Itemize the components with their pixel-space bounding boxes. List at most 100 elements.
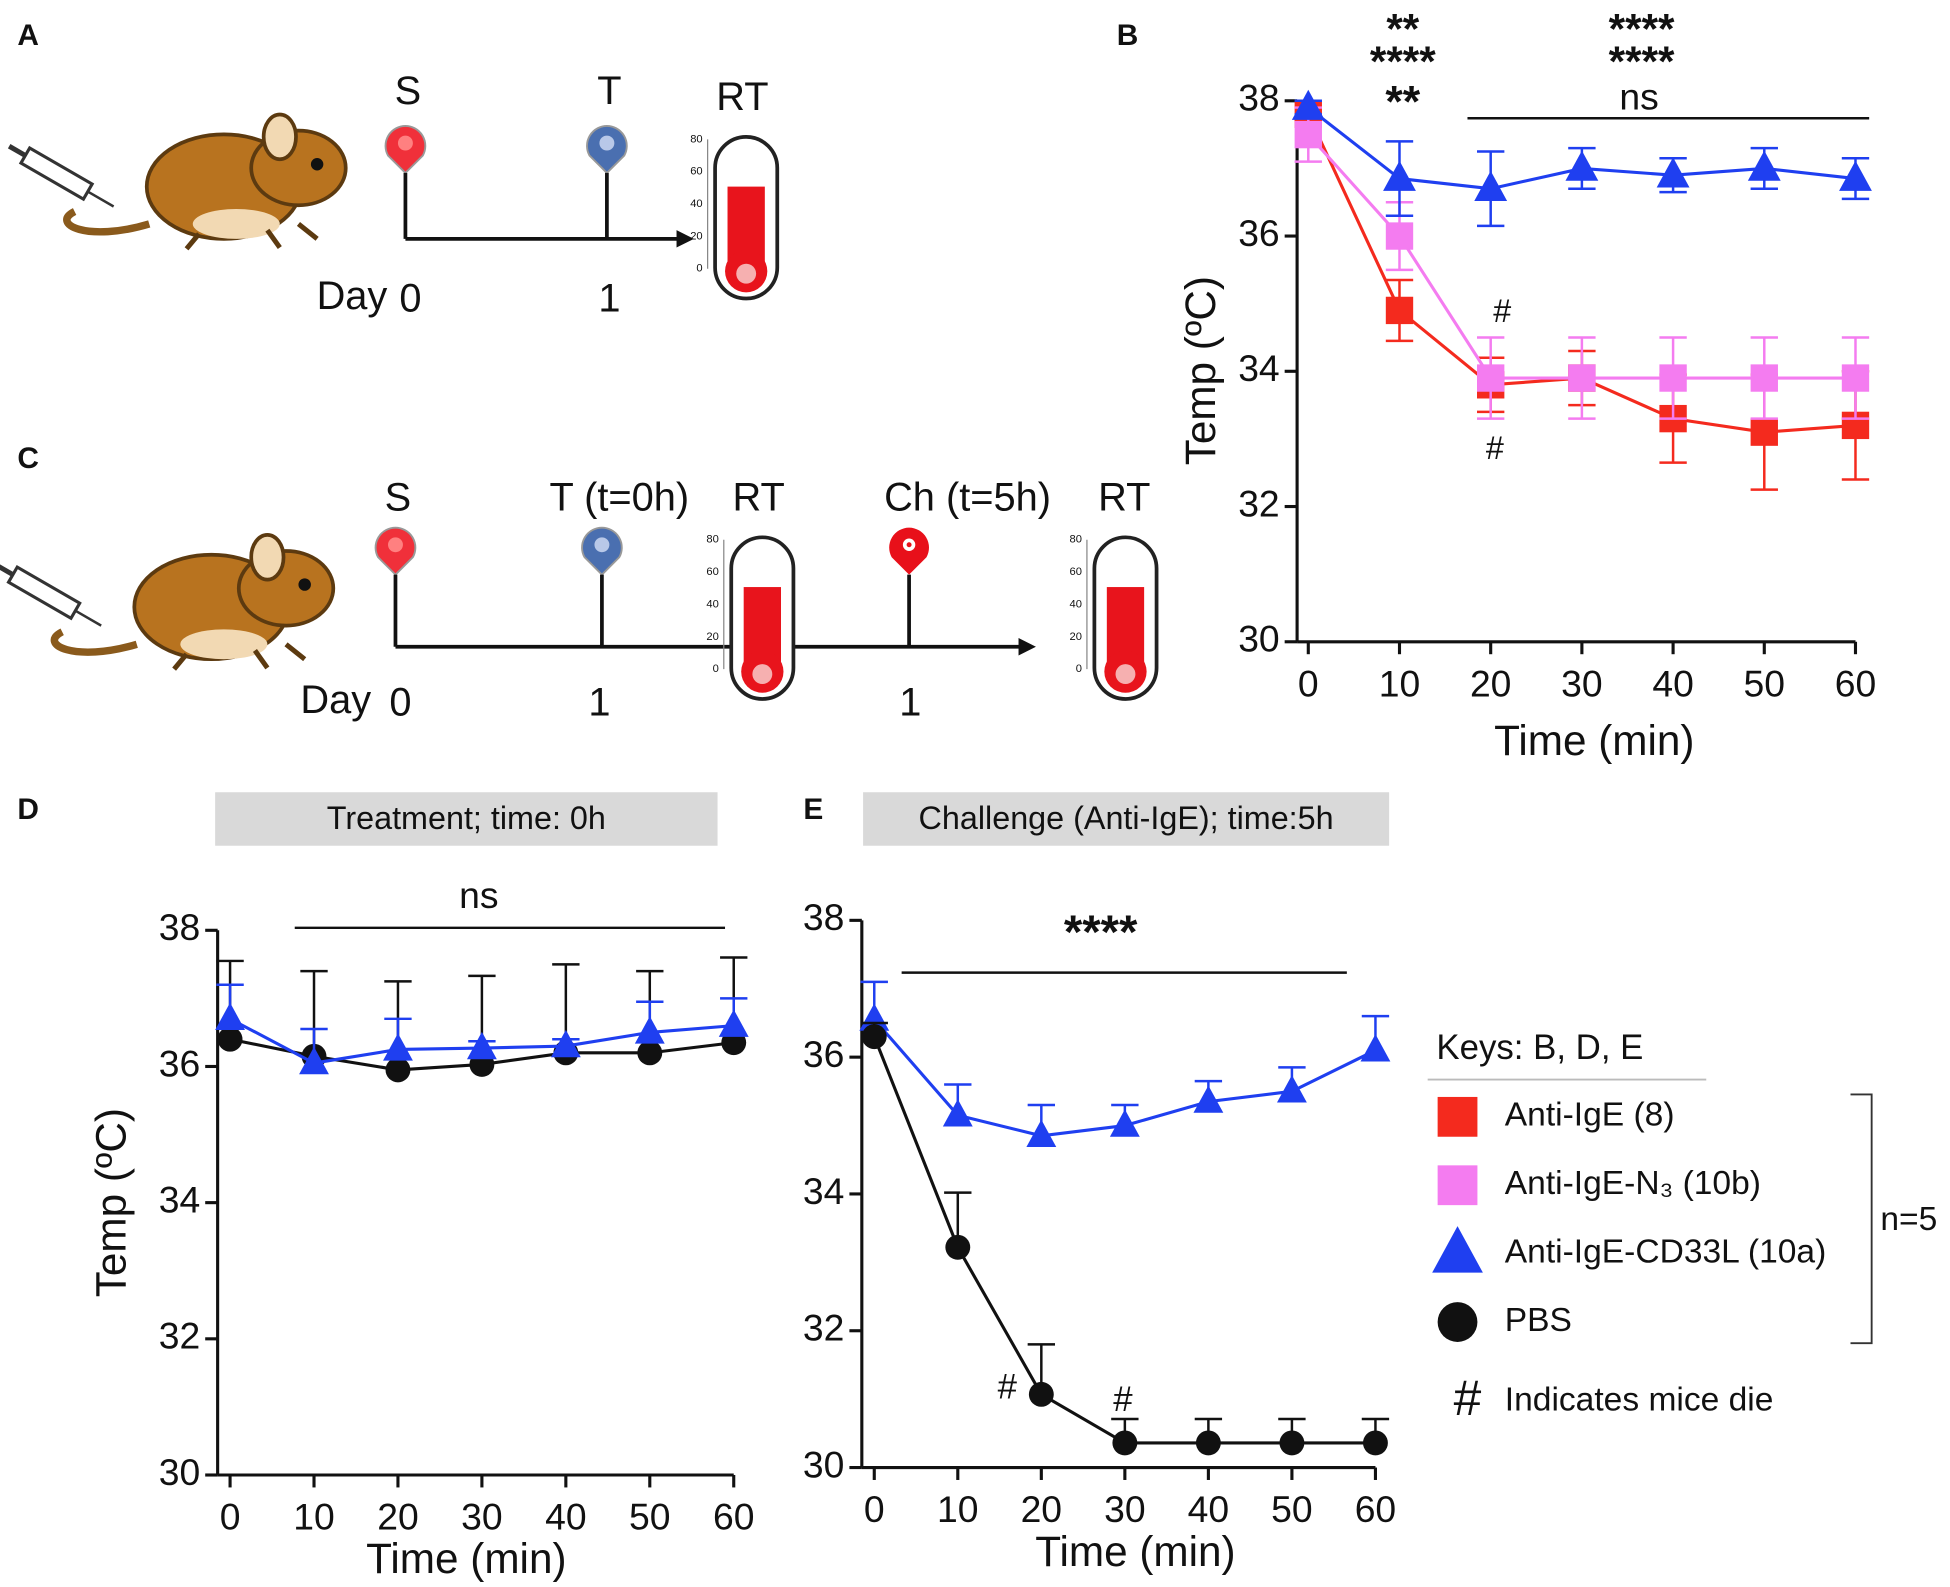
day-number: 0 [389, 681, 411, 725]
legend-bracket [1427, 1078, 1873, 1345]
marker [383, 1033, 413, 1061]
subtitle: Treatment; time: 0h [327, 800, 606, 836]
x-tick-label: 30 [1561, 662, 1603, 704]
annotation: # [1486, 430, 1504, 466]
subtitle-box [215, 792, 718, 846]
day-number: 1 [588, 681, 610, 725]
x-tick-label: 50 [1744, 662, 1786, 704]
legend-note-symbol: # [1454, 1370, 1482, 1426]
thermometer-tick: 0 [696, 263, 702, 275]
marker [1841, 364, 1870, 392]
y-tick-label: 30 [803, 1443, 844, 1485]
day-number: 0 [399, 277, 421, 321]
y-tick-label: 38 [159, 906, 201, 948]
thermometer-tick: 60 [706, 566, 718, 578]
thermometer-tick: 80 [1069, 534, 1081, 546]
marker [1279, 1430, 1305, 1456]
x-tick-label: 40 [1652, 662, 1693, 704]
timeline-label: T [597, 69, 621, 113]
marker [1363, 1430, 1388, 1456]
annotation: **** [1609, 38, 1675, 85]
marker [945, 1234, 971, 1260]
marker [1385, 296, 1414, 325]
x-tick-label: 10 [1379, 662, 1420, 704]
y-tick-label: 36 [159, 1042, 201, 1084]
x-tick-label: 20 [1470, 662, 1512, 704]
x-tick-label: 10 [937, 1488, 979, 1530]
marker [1437, 1096, 1478, 1137]
annotation: # [1113, 1380, 1133, 1419]
legend-n: n=5 [1880, 1201, 1937, 1238]
marker [1750, 418, 1778, 446]
marker [1195, 1430, 1221, 1456]
marker [1028, 1381, 1054, 1407]
y-axis-label: Temp (ºC) [88, 1108, 135, 1297]
marker [1385, 222, 1414, 250]
marker [1839, 160, 1872, 191]
thermometer-tick: 80 [706, 534, 718, 546]
y-tick-label: 38 [1238, 77, 1280, 119]
legend-note: Indicates mice die [1505, 1382, 1774, 1419]
marker [1750, 364, 1778, 392]
marker [1383, 160, 1416, 191]
x-axis-label: Time (min) [366, 1535, 566, 1582]
thermometer-tick: 20 [706, 631, 718, 643]
subtitle: Challenge (Anti-IgE); time:5h [919, 800, 1334, 836]
y-tick-label: 30 [1238, 618, 1280, 660]
thermometer-tick: 40 [1069, 598, 1081, 610]
y-tick-label: 38 [803, 896, 844, 938]
thermometer-tick: 0 [713, 663, 719, 675]
x-tick-label: 20 [1021, 1488, 1062, 1530]
marker [942, 1099, 973, 1127]
annotation: **** [1370, 38, 1436, 85]
marker [550, 1029, 581, 1058]
x-tick-label: 40 [1188, 1488, 1230, 1530]
panel-c-art [0, 526, 1036, 669]
x-tick-label: 30 [1104, 1488, 1145, 1530]
annotation: **** [1609, 6, 1675, 53]
x-tick-label: 60 [1355, 1488, 1397, 1530]
marker [1747, 150, 1781, 181]
annotation: ** [1385, 76, 1420, 126]
marker [217, 1026, 243, 1052]
marker [1659, 364, 1687, 392]
thermometer-tick: 0 [1076, 663, 1082, 675]
y-tick-label: 30 [159, 1451, 201, 1493]
x-tick-label: 10 [293, 1496, 335, 1538]
panel-label: E [803, 793, 823, 826]
x-axis-label: Time (min) [1035, 1528, 1235, 1575]
thermometer-tick: 40 [690, 198, 702, 210]
thermometer-shine [736, 263, 757, 284]
timeline-label: RT [732, 476, 784, 520]
marker [1568, 364, 1596, 392]
marker [1477, 364, 1505, 392]
thermometer-tick: 20 [1069, 631, 1081, 643]
x-tick-label: 50 [1271, 1488, 1313, 1530]
y-tick-label: 36 [803, 1033, 844, 1075]
day-number: 1 [598, 277, 620, 321]
legend-label: Anti-IgE (8) [1505, 1097, 1675, 1134]
thermometer-tick: 60 [690, 166, 702, 178]
thermometer-tick: 40 [706, 598, 718, 610]
marker [718, 1009, 749, 1037]
marker [1437, 1165, 1478, 1206]
y-axis-label: Temp (ºC) [1177, 276, 1224, 465]
x-tick-label: 0 [864, 1488, 885, 1530]
marker [1294, 120, 1322, 149]
x-tick-label: 0 [220, 1496, 241, 1538]
x-tick-label: 60 [713, 1496, 755, 1538]
y-tick-label: 36 [1238, 212, 1280, 254]
y-tick-label: 34 [1238, 347, 1280, 389]
marker [1193, 1085, 1224, 1113]
day-label: Day [300, 678, 371, 722]
marker [1026, 1119, 1057, 1147]
timeline-label: S [385, 476, 412, 520]
panel-label: C [17, 442, 39, 475]
panel-label: D [17, 793, 39, 826]
legend-label: PBS [1505, 1302, 1572, 1339]
annotation: ns [459, 874, 498, 916]
legend-label: Anti-IgE-N₃ (10b) [1505, 1165, 1761, 1202]
marker [861, 1024, 887, 1050]
